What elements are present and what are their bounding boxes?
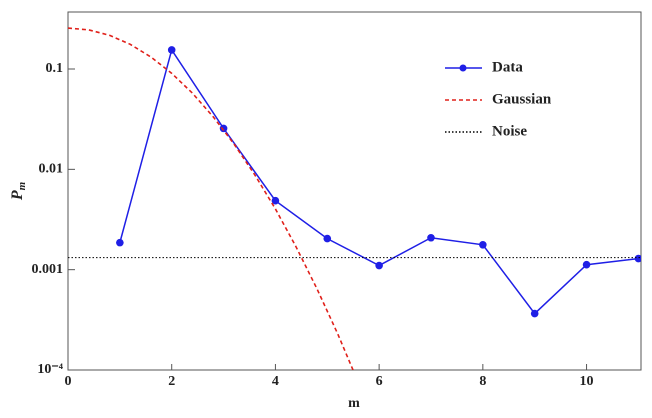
series-line: [68, 27, 354, 370]
y-tick-label: 0.1: [46, 61, 64, 76]
data-point: [219, 124, 228, 133]
data-point: [530, 309, 539, 318]
x-tick-label: 10: [580, 374, 594, 389]
x-tick-label: 2: [168, 374, 175, 389]
plot-area: [68, 27, 641, 370]
data-point: [479, 240, 487, 249]
x-tick-label: 6: [376, 374, 383, 389]
y-tick-label: 10⁻⁴: [37, 362, 63, 377]
x-tick-label: 4: [272, 374, 279, 389]
legend-label: Noise: [492, 123, 527, 139]
data-point: [582, 260, 591, 269]
data-point: [167, 46, 176, 54]
data-point: [427, 233, 435, 242]
data-point: [323, 234, 332, 243]
y-tick-label: 0.001: [32, 262, 64, 277]
x-axis-label: m: [348, 396, 360, 411]
x-tick-label: 8: [479, 374, 486, 389]
data-point: [116, 238, 124, 247]
legend-marker: [459, 64, 467, 72]
data-point: [375, 261, 383, 270]
data-point: [271, 196, 280, 205]
y-label-base: P: [9, 190, 26, 201]
y-label-sub: m: [16, 181, 28, 190]
y-tick-label: 0.01: [39, 162, 64, 177]
legend-label: Gaussian: [492, 91, 552, 107]
legend-label: Data: [492, 59, 523, 75]
x-tick-label: 0: [65, 374, 72, 389]
series-line: [119, 48, 639, 315]
plot-frame: [67, 11, 642, 371]
y-axis-label: Pm: [9, 181, 28, 201]
data-point: [634, 254, 641, 263]
